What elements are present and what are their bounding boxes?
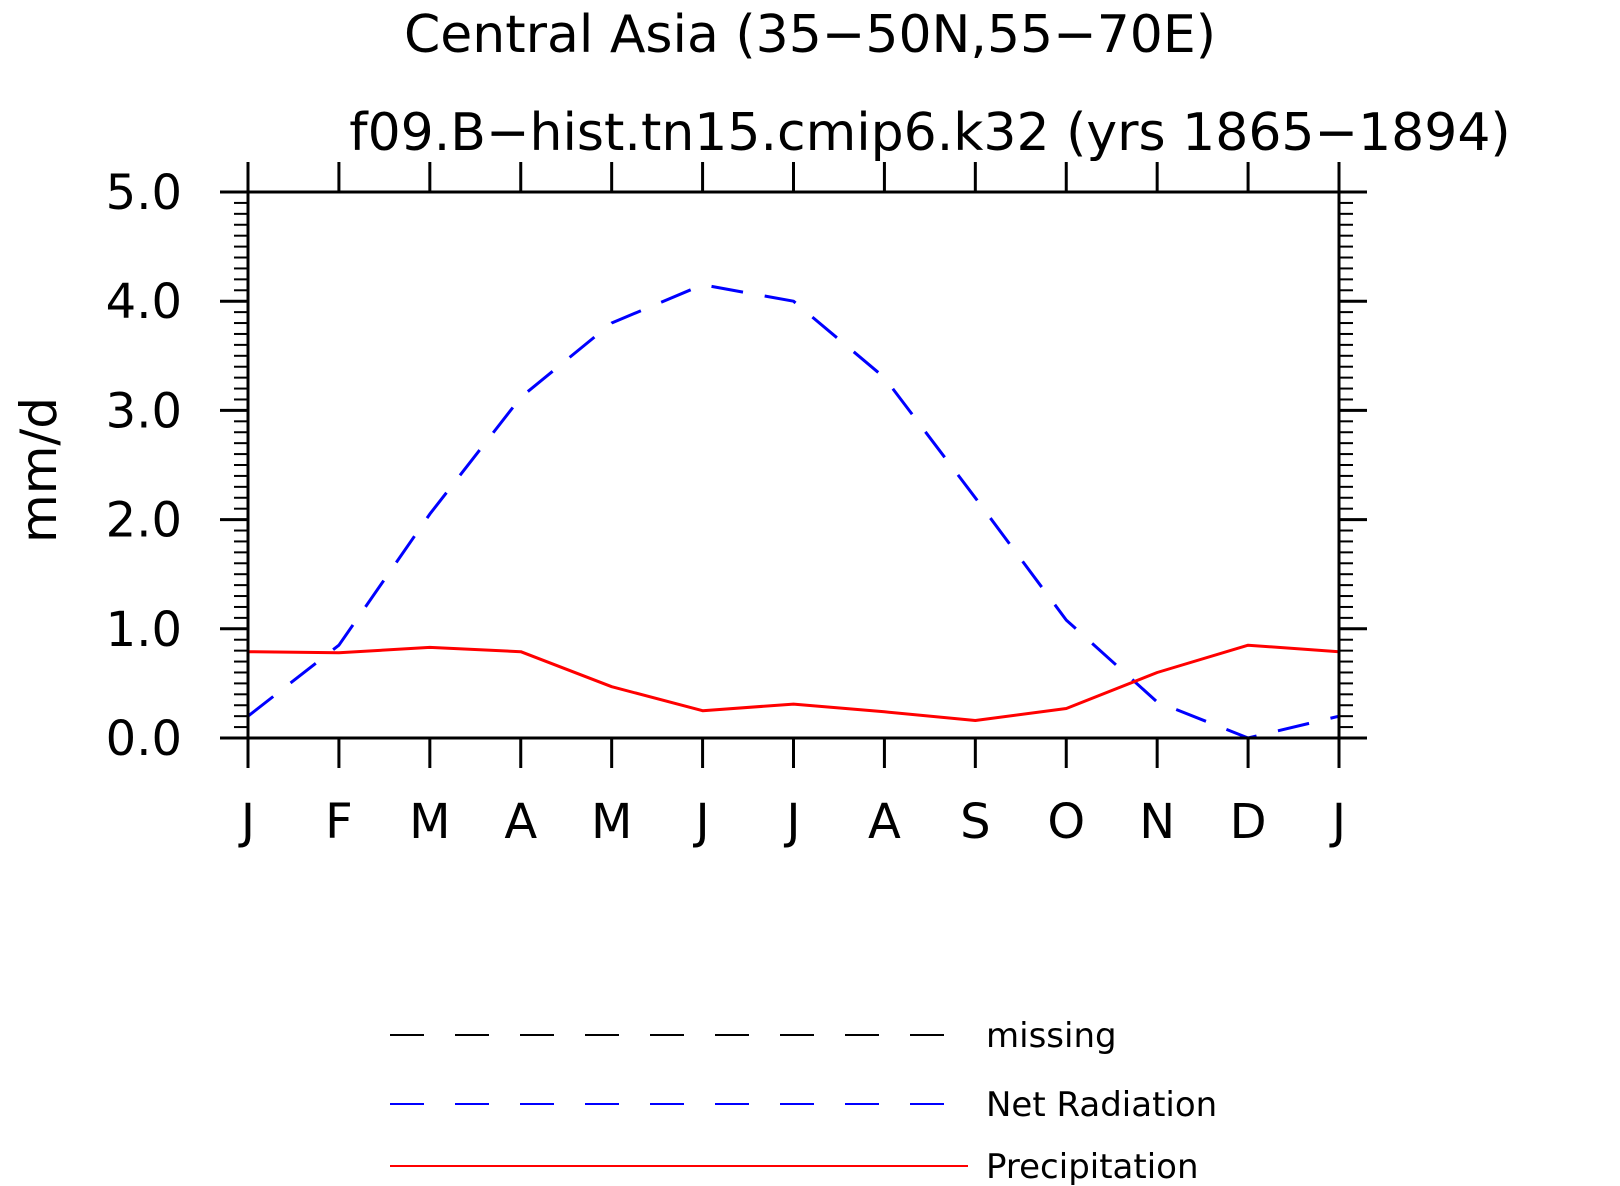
series-lines <box>247 283 1340 740</box>
y-tick-label: 0.0 <box>106 711 182 767</box>
chart-title: Central Asia (35−50N,55−70E) <box>404 5 1216 65</box>
x-tick-label: M <box>591 794 632 850</box>
x-tick-label: M <box>409 794 450 850</box>
axis-ticks <box>220 162 1367 768</box>
y-tick-label: 4.0 <box>106 274 182 330</box>
y-tick-label: 3.0 <box>106 383 182 439</box>
x-tick-label: D <box>1230 794 1267 850</box>
legend-label-precipitation: Precipitation <box>986 1147 1199 1186</box>
x-tick-label: J <box>1329 794 1346 850</box>
x-tick-label: S <box>960 794 990 850</box>
x-tick-label: N <box>1139 794 1175 850</box>
x-tick-label: J <box>693 794 710 850</box>
x-tick-label: F <box>325 794 353 850</box>
series-line-net-radiation <box>247 283 1340 740</box>
x-tick-label: J <box>783 794 800 850</box>
x-tick-label: O <box>1047 794 1085 850</box>
legend: missing Net Radiation Precipitation <box>390 1016 1217 1186</box>
chart-subtitle: f09.B−hist.tn15.cmip6.k32 (yrs 1865−1894… <box>349 103 1510 163</box>
y-tick-labels: 0.0 1.0 2.0 3.0 4.0 5.0 <box>106 165 182 767</box>
y-axis-label: mm/d <box>10 397 68 543</box>
x-tick-label: J <box>238 794 255 850</box>
plot-frame <box>246 190 1341 740</box>
legend-label-net-radiation: Net Radiation <box>986 1085 1217 1125</box>
x-tick-label: A <box>504 794 537 850</box>
y-tick-label: 2.0 <box>106 493 182 549</box>
legend-label-missing: missing <box>986 1016 1117 1056</box>
y-tick-label: 5.0 <box>106 165 182 221</box>
series-line-precipitation <box>247 643 1340 722</box>
y-tick-label: 1.0 <box>106 602 182 658</box>
x-tick-label: A <box>868 794 901 850</box>
